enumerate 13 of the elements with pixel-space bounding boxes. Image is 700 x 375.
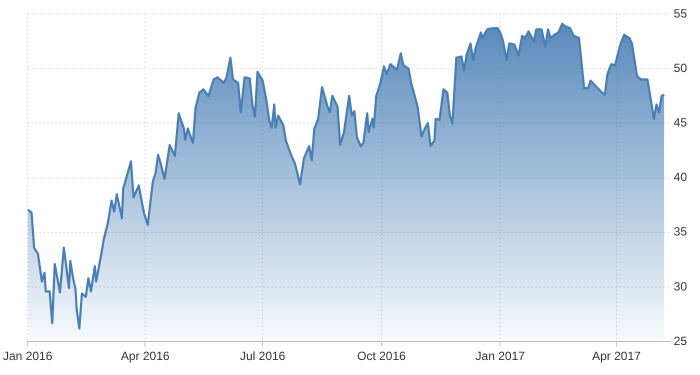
y-tick-label: 35 xyxy=(674,224,688,239)
y-tick-label: 55 xyxy=(674,6,688,20)
x-tick-label: Apr 2016 xyxy=(120,349,170,364)
y-tick-label: 50 xyxy=(674,60,688,75)
y-tick-label: 40 xyxy=(674,170,688,184)
x-tick-label: Jul 2016 xyxy=(240,349,286,364)
x-tick-label: Jan 2016 xyxy=(2,349,53,364)
x-tick-label: Apr 2017 xyxy=(592,349,642,364)
y-tick-label: 45 xyxy=(674,116,688,130)
x-tick-label: Jan 2017 xyxy=(476,349,526,364)
x-tick-label: Oct 2016 xyxy=(357,349,406,364)
y-tick-label: 30 xyxy=(674,279,688,294)
y-tick-label: 25 xyxy=(674,334,688,348)
